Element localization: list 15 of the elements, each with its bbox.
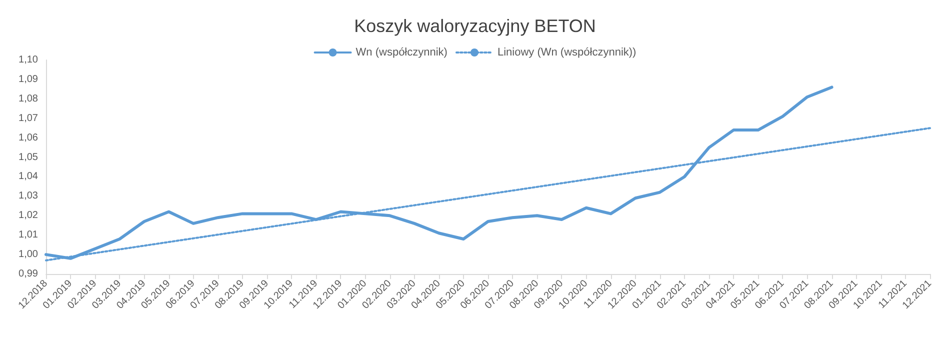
legend-label: Wn (współczynnik) (356, 46, 448, 58)
y-tick-label: 1,10 (18, 54, 38, 66)
y-tick-label: 1,02 (18, 210, 38, 222)
y-tick-label: 0,99 (18, 268, 38, 280)
y-tick-label: 1,05 (18, 152, 38, 163)
y-tick-label: 1,01 (18, 230, 38, 241)
y-tick-label: 1,06 (18, 132, 38, 144)
chart-title: Koszyk waloryzacyjny BETON (354, 16, 596, 36)
y-tick-label: 1,03 (18, 190, 38, 202)
y-tick-label: 1,00 (18, 249, 38, 260)
y-tick-label: 1,08 (18, 93, 38, 104)
y-tick-label: 1,04 (18, 171, 38, 182)
legend-label: Liniowy (Wn (współczynnik)) (497, 46, 636, 58)
y-tick-label: 1,07 (18, 112, 38, 124)
y-tick-label: 1,09 (18, 74, 38, 85)
